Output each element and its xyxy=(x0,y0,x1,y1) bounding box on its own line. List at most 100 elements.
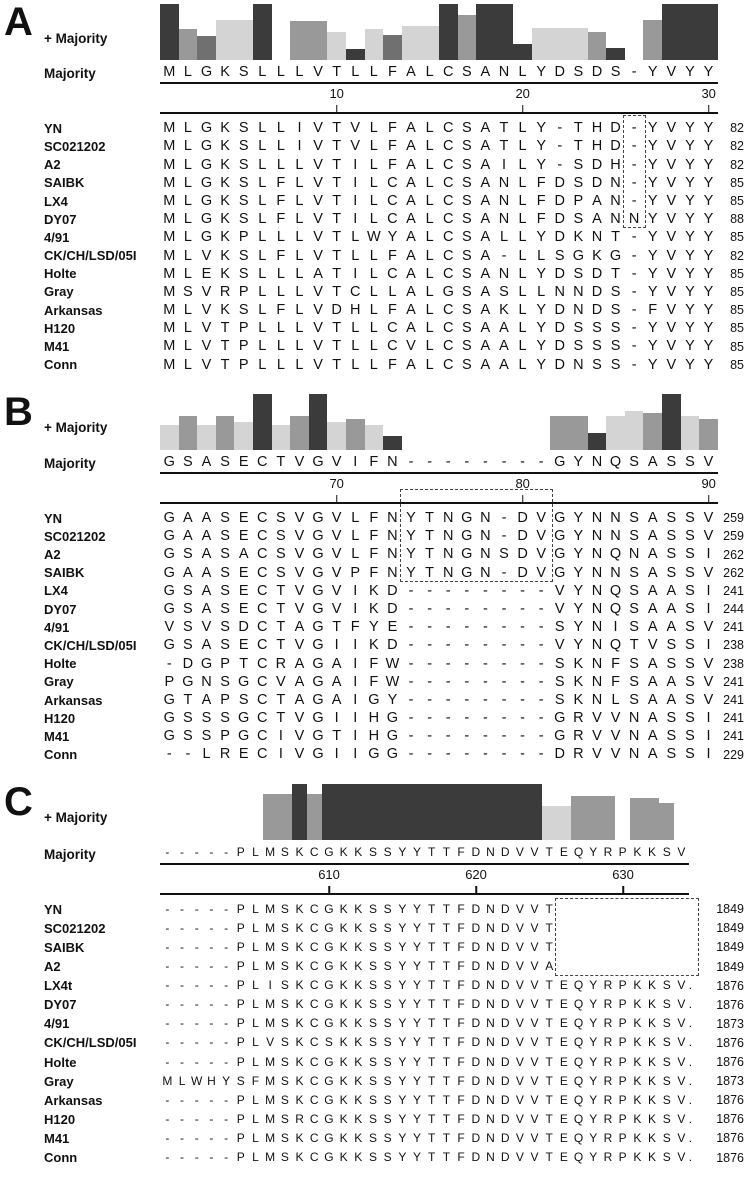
residue: T xyxy=(276,582,286,599)
residue: L xyxy=(183,229,192,246)
residue: I xyxy=(334,746,339,763)
residue: V xyxy=(666,156,677,173)
residue: S xyxy=(666,728,677,745)
residue: S xyxy=(461,229,472,246)
residue: P xyxy=(618,1149,627,1164)
residue: G xyxy=(163,546,175,563)
residue: G xyxy=(200,211,213,228)
residue: G xyxy=(312,655,324,672)
residue: A xyxy=(647,655,658,672)
residue: F xyxy=(457,997,465,1012)
residue: C xyxy=(387,265,398,282)
residue: G xyxy=(324,844,334,859)
residue: S xyxy=(685,510,695,527)
residue: A xyxy=(331,655,342,672)
residue: Y xyxy=(398,1130,407,1145)
residue: K xyxy=(368,582,379,599)
residue: A xyxy=(480,265,491,282)
residue: Y xyxy=(413,959,422,974)
residue: L xyxy=(351,320,360,337)
residue xyxy=(659,957,674,976)
residue: D xyxy=(591,174,603,191)
residue: K xyxy=(633,997,642,1012)
residue: G xyxy=(163,582,175,599)
residue: N xyxy=(591,655,603,672)
alignment-rows: YN M L G K S L L I V T V L F A L C S A T L Y - T H D - Y V Y Y 82 SC0212… xyxy=(0,115,750,374)
histogram-bar xyxy=(395,783,410,840)
residue: S xyxy=(183,600,193,617)
residue: K xyxy=(592,247,602,264)
histogram-bar xyxy=(420,26,439,60)
residue: P xyxy=(618,1016,627,1031)
residue: M xyxy=(265,1073,276,1088)
residue: - xyxy=(224,1016,229,1031)
residue: K xyxy=(354,1035,363,1050)
residue: T xyxy=(276,619,286,636)
residue: - xyxy=(631,283,637,300)
residue: R xyxy=(603,1016,613,1031)
residue: S xyxy=(629,691,639,708)
residue: T xyxy=(428,978,436,993)
residue: L xyxy=(518,211,527,228)
residue: D xyxy=(500,1073,510,1088)
residue-number: 82 xyxy=(730,139,744,154)
residue: R xyxy=(603,978,613,993)
residue: S xyxy=(324,1035,333,1050)
residue: G xyxy=(163,528,175,545)
residue xyxy=(645,938,660,957)
residue: K xyxy=(295,844,304,859)
residue: Y xyxy=(413,1092,422,1107)
residue: - xyxy=(631,156,637,173)
residue: D xyxy=(554,265,565,282)
residue: A xyxy=(666,673,677,690)
residue: A xyxy=(647,546,658,563)
residue: T xyxy=(545,1130,553,1145)
residue: - xyxy=(445,746,451,763)
residue: N xyxy=(387,528,398,545)
residue: V xyxy=(666,338,677,355)
residue: F xyxy=(457,939,465,954)
residue xyxy=(586,938,601,957)
residue: Q xyxy=(573,997,584,1012)
residue: W xyxy=(191,1073,203,1088)
residue: P xyxy=(220,691,230,708)
histogram-bar xyxy=(409,783,425,840)
residue: - xyxy=(631,138,637,155)
residue: Q xyxy=(573,1111,584,1126)
strain-name: SAIBK xyxy=(44,175,85,191)
residue: H xyxy=(368,710,380,727)
residue: G xyxy=(461,510,473,527)
residue: L xyxy=(369,211,378,228)
residue: Y xyxy=(398,959,407,974)
residue: Q xyxy=(609,546,622,563)
residue-number: 238 xyxy=(723,656,744,671)
residue: A xyxy=(480,320,491,337)
residue: K xyxy=(633,1016,642,1031)
residue: I xyxy=(706,746,711,763)
residue: V xyxy=(703,691,714,708)
residue: S xyxy=(238,302,249,319)
residue xyxy=(557,957,572,976)
residue: A xyxy=(238,546,249,563)
residue: Q xyxy=(573,1054,584,1069)
residue: - xyxy=(501,582,507,599)
residue: S xyxy=(220,582,230,599)
residue: A xyxy=(183,510,193,527)
residue: Q xyxy=(573,1035,584,1050)
residue: V xyxy=(266,1035,275,1050)
residue: L xyxy=(252,978,259,993)
residue: K xyxy=(633,1035,642,1050)
residue: T xyxy=(428,997,436,1012)
residue: I xyxy=(297,120,302,137)
residue: - xyxy=(194,1092,199,1107)
residue: V xyxy=(313,338,323,355)
residue: - xyxy=(408,691,414,708)
residue: T xyxy=(545,1054,553,1069)
residue: - xyxy=(482,600,488,617)
residue: S xyxy=(461,265,472,282)
residue: D xyxy=(471,901,481,916)
residue: L xyxy=(252,1054,259,1069)
histogram-bar xyxy=(383,435,402,450)
